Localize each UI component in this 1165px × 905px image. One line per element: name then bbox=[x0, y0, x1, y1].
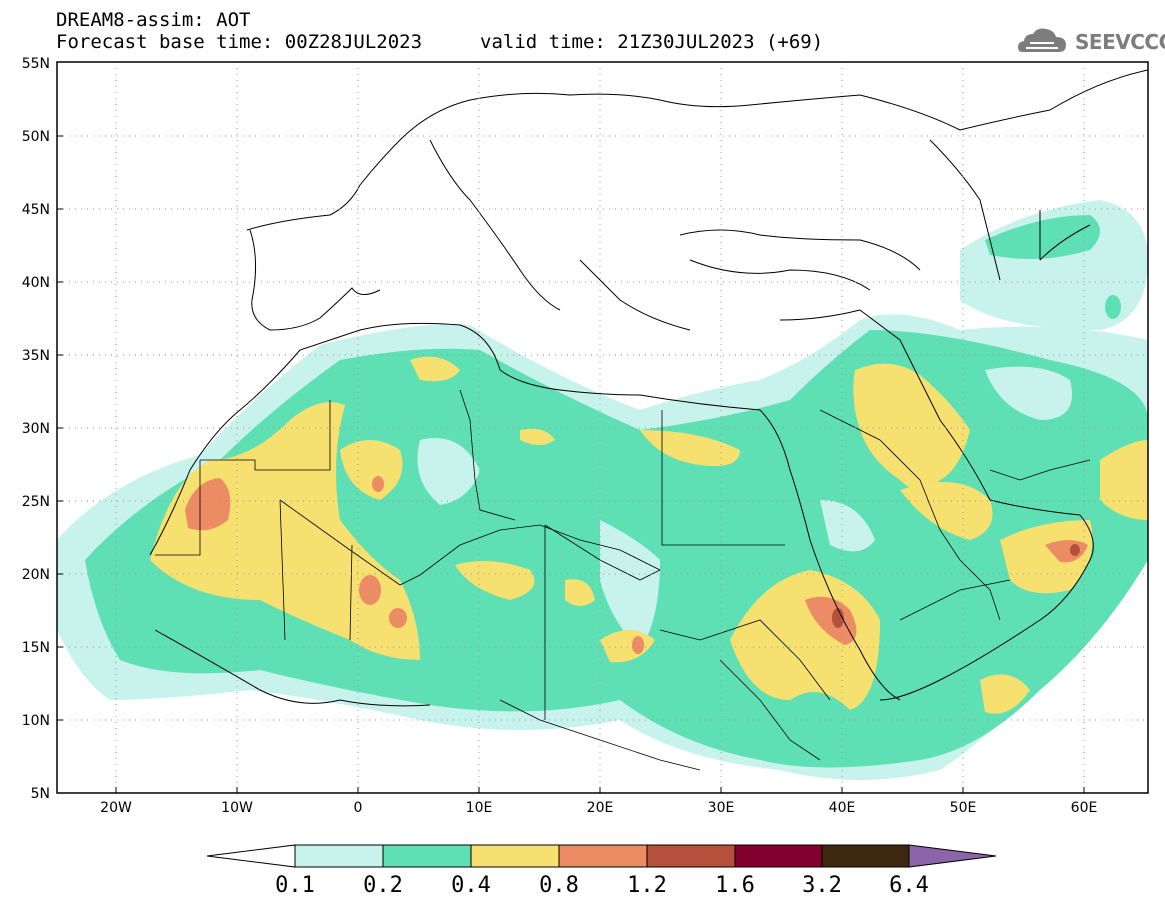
x-tick-label: 20E bbox=[587, 800, 614, 816]
colorbar-max-arrow bbox=[908, 844, 997, 868]
logo-text: SEEVCCC bbox=[1075, 30, 1165, 54]
colorbar-labels: 0.1 0.2 0.4 0.8 1.2 1.6 3.2 6.4 bbox=[275, 873, 929, 898]
y-tick-label: 50N bbox=[22, 129, 50, 145]
colorbar-label: 1.6 bbox=[715, 873, 755, 898]
y-tick-label: 20N bbox=[22, 567, 50, 583]
colorbar-segment bbox=[382, 844, 472, 868]
y-tick-label: 15N bbox=[22, 640, 50, 656]
colorbar-label: 6.4 bbox=[889, 873, 929, 898]
aot-level-0.8 bbox=[185, 476, 1088, 654]
x-tick-label: 10E bbox=[466, 800, 493, 816]
cloud-icon bbox=[1018, 28, 1066, 52]
y-axis: 5N 10N 15N 20N 25N 30N 35N 40N 45N 50N 5… bbox=[22, 56, 50, 802]
colorbar-label: 3.2 bbox=[802, 873, 842, 898]
colorbar-segment bbox=[294, 844, 384, 868]
coastlines bbox=[149, 69, 1148, 707]
valid-time: valid time: 21Z30JUL2023 (+69) bbox=[480, 31, 824, 53]
colorbar-label: 0.1 bbox=[275, 873, 315, 898]
y-tick-label: 10N bbox=[22, 713, 50, 729]
y-tick-marks bbox=[57, 135, 1085, 793]
colorbar-segment bbox=[646, 844, 736, 868]
colorbar-segment bbox=[821, 844, 910, 868]
y-tick-label: 40N bbox=[22, 275, 50, 291]
x-tick-label: 10W bbox=[221, 800, 253, 816]
colorbar-label: 0.4 bbox=[451, 873, 491, 898]
country-borders bbox=[155, 389, 1091, 771]
colorbar-segment bbox=[734, 844, 823, 868]
y-tick-label: 5N bbox=[31, 786, 50, 802]
x-tick-label: 0 bbox=[354, 800, 363, 816]
forecast-base-time: Forecast base time: 00Z28JUL2023 bbox=[56, 31, 423, 53]
colorbar-label: 0.8 bbox=[539, 873, 579, 898]
x-tick-label: 30E bbox=[708, 800, 735, 816]
x-tick-label: 40E bbox=[829, 800, 856, 816]
x-tick-label: 50E bbox=[950, 800, 977, 816]
colorbar-label: 0.2 bbox=[363, 873, 403, 898]
y-tick-label: 25N bbox=[22, 494, 50, 510]
x-tick-label: 20W bbox=[100, 800, 132, 816]
colorbar bbox=[206, 844, 997, 868]
colorbar-segment bbox=[558, 844, 648, 868]
y-tick-label: 30N bbox=[22, 421, 50, 437]
aot-holes bbox=[417, 366, 1072, 650]
y-tick-label: 55N bbox=[22, 56, 50, 72]
x-tick-label: 60E bbox=[1071, 800, 1098, 816]
y-tick-label: 45N bbox=[22, 202, 50, 218]
y-tick-label: 35N bbox=[22, 348, 50, 364]
aot-level-1.2 bbox=[832, 544, 1080, 628]
x-axis: 20W 10W 0 10E 20E 30E 40E 50E 60E bbox=[100, 800, 1097, 816]
colorbar-min-arrow bbox=[206, 844, 296, 868]
chart-title: DREAM8-assim: AOT bbox=[56, 9, 251, 31]
colorbar-segment bbox=[470, 844, 560, 868]
colorbar-label: 1.2 bbox=[627, 873, 667, 898]
